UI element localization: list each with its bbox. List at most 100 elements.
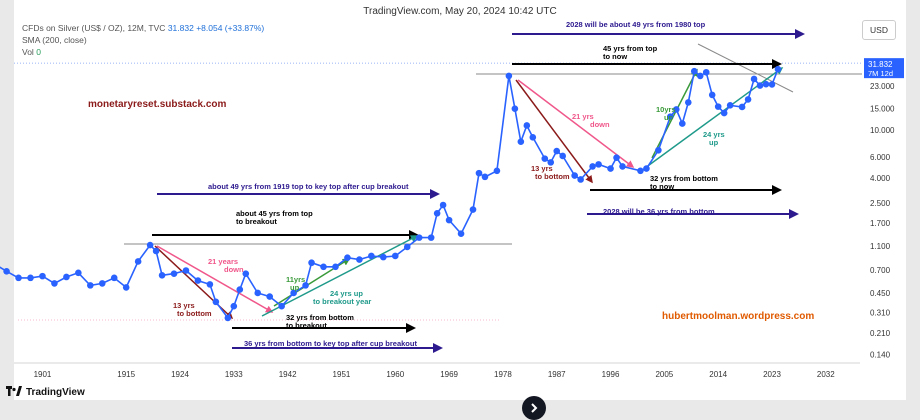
data-point (152, 247, 160, 255)
x-tick-label: 1933 (225, 370, 243, 379)
volume-label: Vol (22, 47, 34, 57)
last-price-countdown: 7M 12d (868, 69, 893, 78)
currency-button[interactable]: USD (862, 20, 896, 40)
annotation-label: to bottom (535, 172, 570, 181)
data-point (332, 263, 339, 271)
x-tick-label: 1978 (494, 370, 512, 379)
x-tick-label: 2005 (655, 370, 673, 379)
annotation-label: to bottom (177, 309, 212, 318)
data-point (756, 82, 764, 89)
data-point (266, 293, 273, 300)
data-point (278, 302, 285, 310)
x-tick-label: 1987 (548, 370, 566, 379)
data-point (511, 105, 519, 112)
change-value: +8.054 (+33.87%) (196, 23, 265, 33)
y-tick-label: 0.700 (870, 266, 891, 275)
data-point (254, 289, 262, 297)
data-point (433, 209, 441, 217)
annotation-label: 21 years (208, 257, 238, 266)
data-point (571, 172, 578, 179)
x-tick-label: 1996 (602, 370, 620, 379)
data-point (230, 302, 238, 310)
annotation-label: about 49 yrs from 1919 top to key top af… (208, 182, 409, 191)
annotation-label: 32 yrs from bottom (286, 313, 354, 322)
data-point (553, 147, 561, 155)
symbol-line: CFDs on Silver (US$ / OZ), 12M, TVC 31.8… (22, 22, 264, 34)
last-price-value: 31.832 (868, 60, 893, 69)
data-point (206, 281, 214, 288)
data-point (708, 91, 716, 99)
symbol-legend: CFDs on Silver (US$ / OZ), 12M, TVC 31.8… (22, 22, 264, 58)
annotation-label: down (224, 265, 244, 274)
arrow-21yrs-down-1919 (156, 245, 274, 313)
data-point (368, 252, 375, 260)
annotation-label: 2028 will be 36 yrs from bottom (603, 207, 715, 216)
last-value: 31.832 (167, 23, 194, 33)
data-point (457, 230, 465, 238)
x-tick-label: 1960 (386, 370, 404, 379)
annotation-label: monetaryreset.substack.com (88, 99, 227, 110)
data-point (589, 163, 596, 170)
play-icon[interactable] (522, 396, 546, 420)
symbol-name: CFDs on Silver (US$ / OZ), 12M, TVC (22, 23, 166, 33)
data-point (547, 159, 555, 166)
data-point (774, 65, 782, 73)
y-tick-label: 0.450 (870, 289, 891, 298)
data-point (493, 167, 501, 175)
source-header: TradingView.com, May 20, 2024 10:42 UTC (363, 6, 557, 17)
data-point (744, 96, 752, 103)
annotation-label: about 45 yrs from top (236, 209, 313, 218)
data-point (320, 263, 327, 271)
data-point (679, 120, 686, 127)
data-point (690, 67, 698, 75)
x-tick-label: 2032 (817, 370, 835, 379)
data-point (170, 270, 178, 277)
annotation-label: hubertmoolman.wordpress.com (662, 311, 814, 322)
data-point (655, 146, 662, 154)
x-tick-label: 1901 (34, 370, 52, 379)
annotation-label: up (290, 283, 300, 292)
x-tick-label: 2014 (709, 370, 727, 379)
data-point (702, 68, 710, 76)
sma-label: SMA (200, close) (22, 35, 87, 45)
annotation-label: to now (603, 52, 627, 61)
data-point (643, 165, 650, 172)
annotation-label: 2028 will be about 49 yrs from 1980 top (566, 20, 706, 29)
arrow-10yrs-up (651, 68, 698, 159)
tradingview-footer: TradingView (6, 386, 85, 399)
ref-trendline (697, 43, 794, 93)
data-point (577, 176, 584, 183)
data-point (750, 75, 758, 83)
tradingview-logo-icon (6, 386, 22, 399)
volume-value: 0 (36, 47, 41, 57)
annotation-label: 45 yrs from top (603, 44, 658, 53)
y-tick-label: 2.500 (870, 199, 891, 208)
y-tick-label: 10.000 (870, 126, 895, 135)
data-point (3, 267, 10, 275)
data-point (720, 109, 728, 117)
annotation-label: 21 yrs (572, 112, 594, 121)
price-series-line (0, 68, 779, 320)
y-tick-label: 1.100 (870, 242, 891, 251)
data-point (158, 271, 166, 279)
data-point (559, 152, 567, 160)
data-point (619, 163, 626, 170)
data-point (505, 72, 513, 80)
data-point (15, 274, 22, 282)
y-tick-label: 15.000 (870, 105, 895, 114)
data-point (481, 173, 489, 181)
data-point (302, 282, 309, 289)
x-tick-label: 2023 (763, 370, 781, 379)
data-point (290, 289, 297, 297)
data-point (613, 154, 620, 162)
data-point (768, 81, 776, 88)
annotation-label: 13 yrs (173, 301, 195, 310)
data-point (475, 169, 483, 177)
annotation-label: to breakout (286, 321, 327, 330)
data-point (308, 259, 315, 267)
data-point (63, 273, 70, 281)
data-point (212, 298, 220, 306)
data-point (224, 314, 232, 322)
data-point (714, 103, 722, 110)
